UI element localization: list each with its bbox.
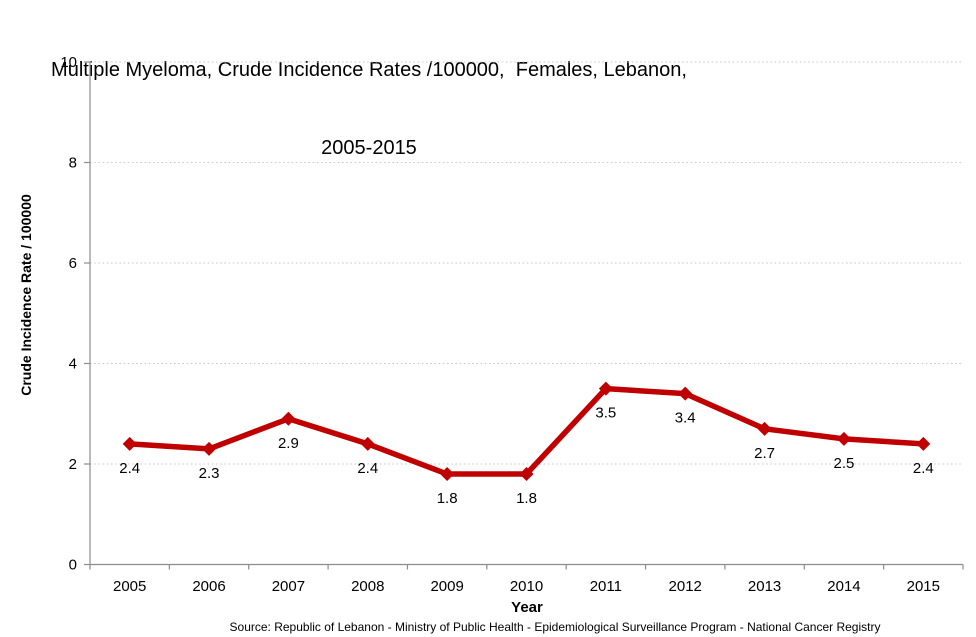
data-point-label: 2.4 bbox=[119, 460, 140, 477]
data-point-marker bbox=[836, 431, 851, 446]
series-line bbox=[126, 385, 927, 477]
chart-title-line2: 2005-2015 bbox=[321, 137, 417, 159]
data-point-label: 2.4 bbox=[913, 460, 934, 477]
data-point-marker bbox=[440, 467, 455, 482]
data-point-label: 2.3 bbox=[199, 465, 220, 482]
x-tick-label: 2011 bbox=[590, 578, 622, 595]
y-tick-label: 4 bbox=[69, 356, 77, 373]
data-point-label: 2.7 bbox=[754, 445, 775, 462]
data-point-label: 1.8 bbox=[516, 490, 537, 507]
data-point-marker bbox=[122, 436, 137, 451]
x-axis-title: Year bbox=[511, 599, 543, 616]
x-tick-label: 2005 bbox=[113, 578, 146, 595]
x-tick-label: 2009 bbox=[430, 578, 463, 595]
y-tick-label: 10 bbox=[60, 54, 77, 71]
x-tick-label: 2008 bbox=[351, 578, 384, 595]
x-tick-label: 2010 bbox=[510, 578, 543, 595]
x-tick-label: 2006 bbox=[192, 578, 225, 595]
data-point-label: 2.5 bbox=[834, 455, 855, 472]
data-point-marker bbox=[360, 436, 375, 451]
data-point-label: 3.5 bbox=[595, 405, 616, 422]
x-tick-label: 2007 bbox=[272, 578, 305, 595]
data-point-label: 1.8 bbox=[437, 490, 458, 507]
data-point-label: 2.9 bbox=[278, 435, 299, 452]
x-tick-label: 2015 bbox=[907, 578, 940, 595]
x-tick-label: 2013 bbox=[748, 578, 781, 595]
x-tick-label: 2012 bbox=[669, 578, 702, 595]
data-point-marker bbox=[916, 436, 931, 451]
data-point-label: 2.4 bbox=[357, 460, 378, 477]
y-tick-label: 0 bbox=[69, 557, 77, 574]
y-tick-label: 2 bbox=[69, 456, 77, 473]
y-tick-label: 8 bbox=[69, 155, 77, 172]
chart-title-line1: Multiple Myeloma, Crude Incidence Rates … bbox=[51, 59, 687, 81]
data-point-marker bbox=[519, 467, 534, 482]
data-point-marker bbox=[598, 381, 613, 396]
data-point-marker bbox=[281, 411, 296, 426]
y-tick-label: 6 bbox=[69, 255, 77, 272]
data-point-marker bbox=[202, 441, 217, 456]
source-note: Source: Republic of Lebanon - Ministry o… bbox=[229, 620, 881, 634]
data-point-label: 3.4 bbox=[675, 410, 696, 427]
data-point-marker bbox=[678, 386, 693, 401]
data-point-marker bbox=[757, 421, 772, 436]
chart-title: Multiple Myeloma, Crude Incidence Rates … bbox=[51, 5, 687, 213]
x-tick-label: 2014 bbox=[827, 578, 860, 595]
